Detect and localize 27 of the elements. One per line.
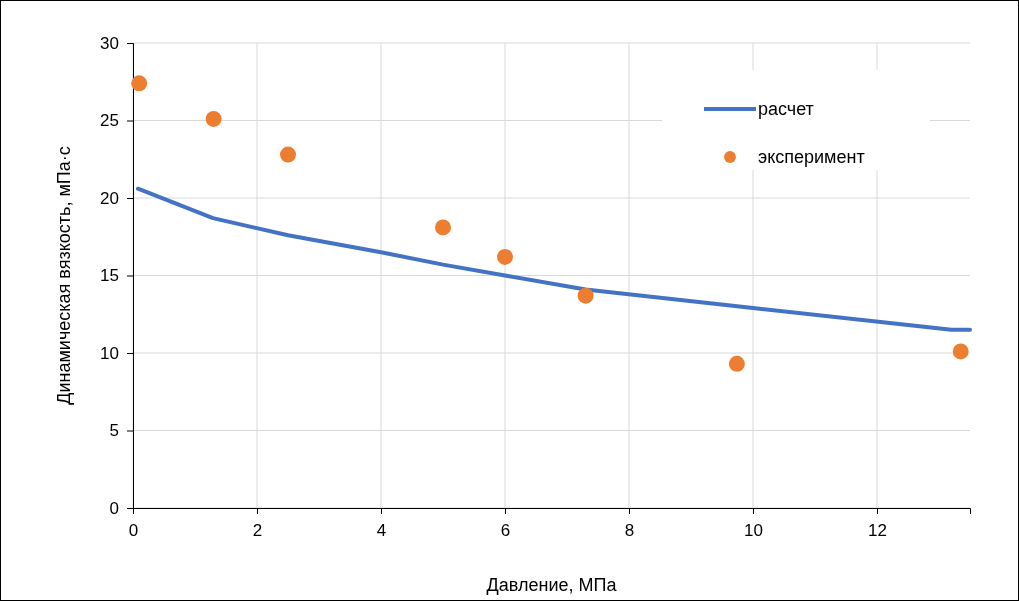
x-tick-label: 6 [500, 521, 511, 541]
y-tick-label: 30 [100, 33, 119, 53]
point [205, 110, 222, 127]
x-tick-label: 4 [376, 521, 387, 541]
point [577, 287, 594, 304]
y-tick-label: 25 [100, 111, 119, 131]
point [131, 75, 148, 92]
legend-label: расчет [758, 99, 814, 119]
y-axis-title: Динамическая вязкость, мПа·с [54, 146, 74, 405]
legend-label: эксперимент [758, 147, 865, 167]
y-tick-label: 5 [109, 421, 119, 441]
x-tick-label: 2 [252, 521, 263, 541]
x-tick-label: 10 [744, 521, 763, 541]
point [728, 355, 745, 372]
point [497, 248, 513, 265]
y-tick-label: 10 [100, 343, 119, 363]
x-tick-label: 8 [624, 521, 635, 541]
point [280, 146, 296, 163]
x-axis-title: Давление, МПа [486, 575, 618, 595]
y-tick-label: 0 [109, 498, 119, 518]
y-tick-label: 20 [100, 188, 119, 208]
point [952, 343, 969, 360]
point [435, 219, 451, 236]
y-tick-label: 15 [100, 266, 119, 286]
x-tick-label: 12 [868, 521, 887, 541]
x-tick-label: 0 [128, 521, 139, 541]
line-series [135, 186, 972, 332]
